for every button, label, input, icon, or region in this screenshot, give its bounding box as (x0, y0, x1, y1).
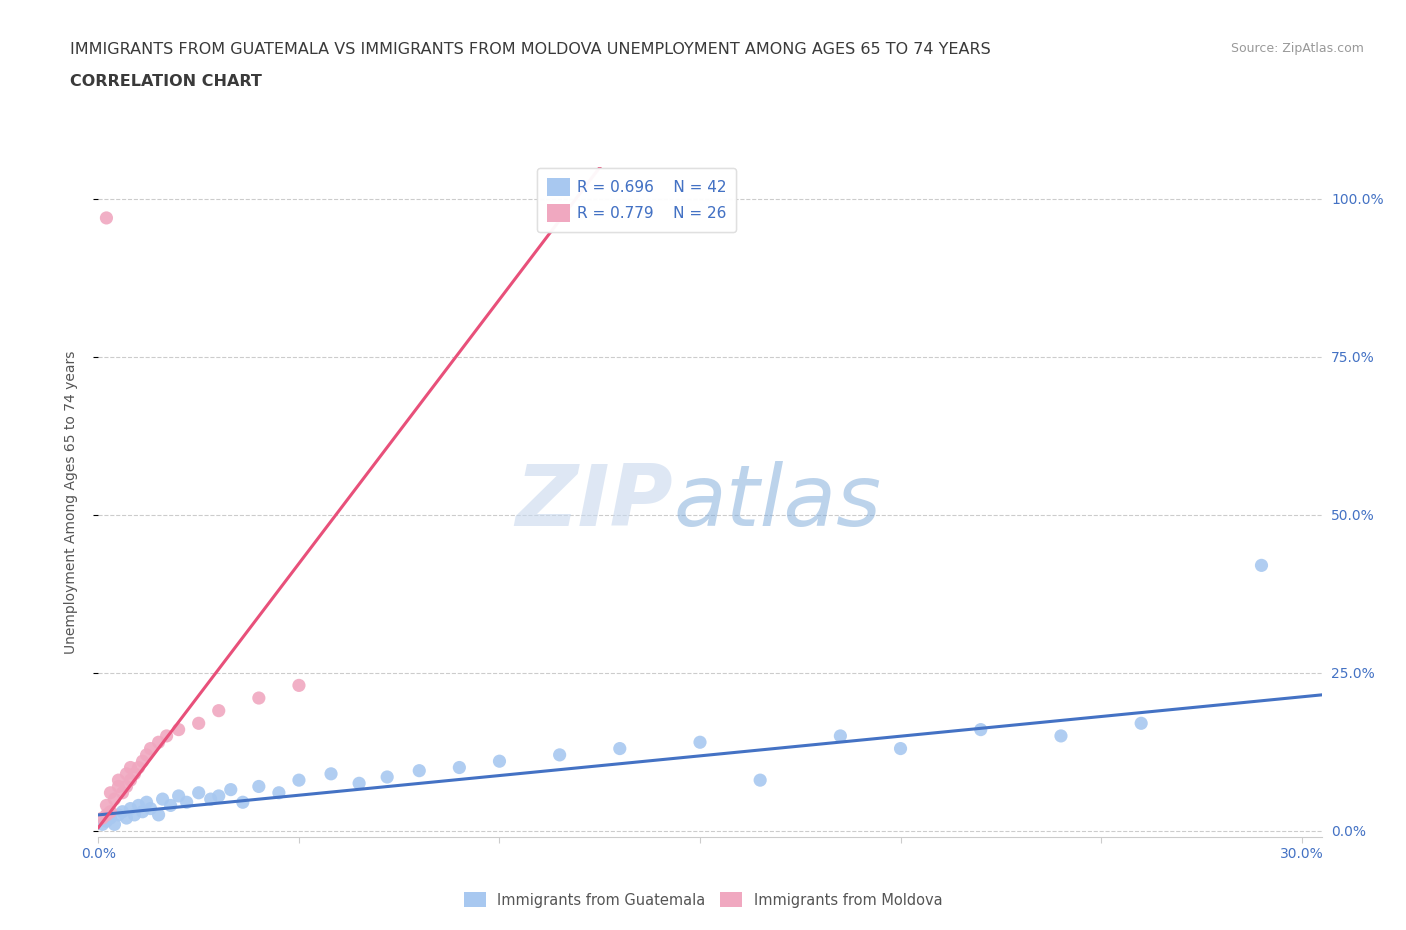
Point (91, 811, 114, 826)
Point (107, 779, 129, 794)
Point (128, 798, 150, 813)
Point (488, 753, 510, 768)
Point (167, 789, 190, 804)
Point (167, 723, 190, 737)
Point (200, 791, 222, 806)
Point (970, 723, 993, 737)
Point (91, 817, 114, 831)
Point (124, 766, 146, 781)
Point (111, 804, 134, 819)
Point (1050, 728, 1073, 743)
Point (232, 795, 254, 810)
Text: Source: ZipAtlas.com: Source: ZipAtlas.com (1230, 42, 1364, 55)
Point (135, 795, 157, 810)
Point (139, 741, 162, 756)
Point (96, 210, 118, 225)
Point (288, 678, 311, 693)
Point (139, 801, 162, 816)
Point (319, 766, 342, 781)
Point (124, 807, 146, 822)
Point (148, 735, 170, 750)
Point (107, 773, 129, 788)
Point (100, 785, 122, 800)
Y-axis label: Unemployment Among Ages 65 to 74 years: Unemployment Among Ages 65 to 74 years (63, 351, 77, 654)
Point (749, 773, 772, 788)
Point (103, 791, 125, 806)
Point (100, 811, 122, 826)
Point (830, 728, 852, 743)
Point (115, 811, 138, 826)
Point (247, 779, 270, 794)
Point (288, 773, 311, 788)
Point (208, 789, 231, 804)
Point (100, 804, 122, 819)
Point (155, 728, 177, 743)
Legend: Immigrants from Guatemala, Immigrants from Moldova: Immigrants from Guatemala, Immigrants fr… (458, 886, 948, 913)
Point (548, 748, 571, 763)
Point (208, 703, 231, 718)
Point (131, 753, 153, 768)
Point (187, 785, 209, 800)
Point (267, 785, 290, 800)
Point (148, 807, 170, 822)
Point (107, 807, 129, 822)
Point (103, 817, 125, 831)
Point (120, 760, 142, 775)
Text: IMMIGRANTS FROM GUATEMALA VS IMMIGRANTS FROM MOLDOVA UNEMPLOYMENT AMONG AGES 65 : IMMIGRANTS FROM GUATEMALA VS IMMIGRANTS … (70, 42, 991, 57)
Point (128, 760, 150, 775)
Point (111, 785, 134, 800)
Point (219, 782, 242, 797)
Point (408, 764, 430, 778)
Point (187, 716, 209, 731)
Point (176, 795, 198, 810)
Point (115, 766, 138, 781)
Point (889, 741, 911, 756)
Point (1250, 558, 1272, 573)
Point (1130, 716, 1153, 731)
Point (152, 791, 174, 806)
Legend: R = 0.696    N = 42, R = 0.779    N = 26: R = 0.696 N = 42, R = 0.779 N = 26 (537, 168, 735, 232)
Point (96, 814, 118, 829)
Point (689, 735, 711, 750)
Text: ZIP: ZIP (516, 460, 673, 544)
Point (449, 760, 471, 775)
Text: CORRELATION CHART: CORRELATION CHART (70, 74, 262, 89)
Point (347, 776, 370, 790)
Point (135, 748, 157, 763)
Point (115, 779, 138, 794)
Point (120, 773, 142, 788)
Point (131, 804, 153, 819)
Point (159, 798, 181, 813)
Point (96, 798, 118, 813)
Point (375, 769, 398, 784)
Point (96, 807, 118, 822)
Point (247, 691, 270, 706)
Point (609, 741, 631, 756)
Point (120, 801, 142, 816)
Text: atlas: atlas (673, 460, 882, 544)
